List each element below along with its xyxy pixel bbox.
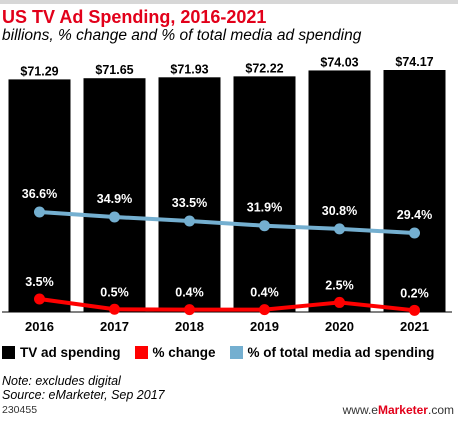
pct-total-point-2017	[109, 211, 120, 223]
legend-item-pct-total: % of total media ad spending	[229, 344, 435, 360]
chart-plot-area: $71.29 $71.65 $71.93 $72.22 $74.03 $74.17 36.6…	[2, 55, 452, 334]
pct-total-label-2016: 36.6%	[22, 187, 57, 201]
bar-value-label-2017: $71.65	[95, 63, 133, 77]
pct-change-line	[39, 297, 415, 313]
pct-change-label-2019: 0.4%	[250, 286, 279, 300]
pct-total-label-2020: 30.8%	[322, 204, 357, 218]
chart-notes: Note: excludes digital Source: eMarketer…	[2, 374, 165, 402]
pct-change-point-2020	[334, 296, 345, 308]
bar-value-label-2019: $72.22	[245, 61, 283, 75]
x-tick-label-2016: 2016	[25, 319, 54, 334]
brand-suffix: .com	[427, 403, 454, 417]
pct-total-point-2019	[259, 220, 270, 232]
bar-tv-spending-2016	[8, 79, 71, 312]
pct-change-point-2017	[109, 303, 120, 315]
pct-change-label-2017: 0.5%	[100, 285, 129, 299]
bar-tv-spending-2021	[383, 70, 446, 312]
pct-change-point-2016	[34, 293, 45, 305]
pct-total-point-2021	[409, 227, 420, 239]
bar-tv-spending-2020	[308, 70, 371, 312]
chart-subtitle: billions, % change and % of total media …	[2, 27, 362, 44]
pct-total-label-2017: 34.9%	[97, 192, 132, 206]
bar-value-label-2016: $71.29	[20, 64, 58, 78]
pct-total-point-2020	[334, 223, 345, 235]
x-tick-label-2019: 2019	[250, 319, 279, 334]
x-tick-label-2021: 2021	[400, 319, 429, 334]
bar-value-label-2020: $74.03	[320, 55, 358, 69]
bar-value-label-2021: $74.17	[395, 55, 433, 69]
legend-swatch-pct-total	[229, 345, 243, 359]
note-line: Note: excludes digital	[2, 374, 121, 388]
pct-total-line	[39, 210, 415, 235]
brand-link[interactable]: www.eMarketer.com	[343, 403, 454, 417]
pct-change-point-2021	[409, 304, 420, 316]
source-line: Source: eMarketer, Sep 2017	[2, 388, 165, 402]
legend-item-pct-change: % change	[134, 344, 216, 360]
legend-item-tv-spending: TV ad spending	[2, 345, 121, 360]
legend-label-pct-change: % change	[152, 344, 216, 360]
legend-label-pct-total: % of total media ad spending	[247, 344, 435, 360]
legend-label-tv-spending: TV ad spending	[20, 344, 121, 360]
chart-id: 230455	[2, 404, 38, 416]
pct-total-point-2018	[184, 215, 195, 227]
x-tick-label-2017: 2017	[100, 319, 129, 334]
legend-swatch-tv-spending	[2, 345, 15, 359]
bar-value-label-2018: $71.93	[170, 62, 208, 76]
top-rule	[0, 0, 458, 4]
pct-change-point-2019	[259, 304, 270, 316]
pct-change-label-2020: 2.5%	[325, 278, 354, 292]
pct-change-label-2016: 3.5%	[25, 275, 54, 289]
legend-swatch-pct-change	[134, 345, 148, 359]
pct-total-label-2021: 29.4%	[397, 208, 432, 222]
pct-total-label-2018: 33.5%	[172, 196, 207, 210]
pct-change-label-2021: 0.2%	[400, 286, 429, 300]
bar-tv-spending-2018	[158, 77, 221, 312]
pct-total-label-2019: 31.9%	[247, 201, 282, 215]
bar-tv-spending-2017	[83, 78, 146, 312]
brand-mark: Marketer	[377, 403, 428, 417]
pct-total-point-2016	[34, 206, 45, 218]
chart-title: US TV Ad Spending, 2016-2021	[2, 7, 267, 27]
x-tick-label-2018: 2018	[175, 319, 204, 334]
pct-change-point-2018	[184, 304, 195, 316]
chart-legend: TV ad spending % change % of total media…	[2, 343, 448, 361]
x-tick-label-2020: 2020	[325, 319, 354, 334]
bar-tv-spending-2019	[233, 76, 296, 312]
pct-change-label-2018: 0.4%	[175, 286, 204, 300]
brand-prefix: www.e	[342, 403, 378, 417]
